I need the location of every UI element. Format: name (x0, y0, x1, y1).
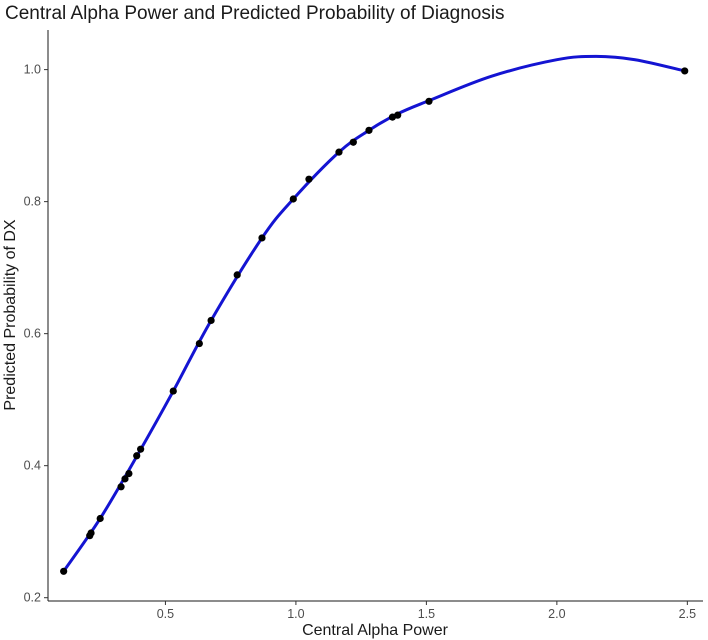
y-tick-label: 0.4 (24, 459, 41, 473)
data-point (169, 387, 177, 395)
y-tick-label: 0.8 (24, 195, 41, 209)
data-point (233, 271, 241, 279)
data-point (207, 316, 215, 325)
chart-title: Central Alpha Power and Predicted Probab… (5, 3, 505, 24)
data-point (394, 111, 402, 119)
data-point (365, 126, 373, 134)
data-point (335, 148, 343, 156)
data-point (349, 138, 357, 146)
data-point (125, 469, 133, 478)
fit-curve (62, 54, 687, 573)
data-point (117, 483, 125, 491)
data-point (305, 175, 313, 183)
y-axis-label: Predicted Probability of DX (2, 219, 19, 411)
x-axis-label: Central Alpha Power (302, 622, 449, 639)
data-point (681, 67, 689, 75)
data-point (96, 514, 104, 523)
data-point (87, 529, 95, 537)
x-tick-label: 0.5 (157, 607, 174, 621)
data-point (121, 475, 129, 483)
data-point (137, 445, 145, 453)
x-ticks: 0.5 1.0 1.5 2.0 2.5 (157, 601, 696, 621)
y-tick-label: 0.2 (24, 591, 41, 605)
data-point (133, 452, 141, 460)
data-points (60, 67, 689, 575)
data-point (60, 567, 68, 575)
y-ticks: 0.2 0.4 0.6 0.8 1.0 (24, 63, 48, 605)
x-tick-label: 1.5 (418, 607, 435, 621)
data-point (195, 339, 203, 348)
x-tick-label: 2.5 (679, 607, 696, 621)
data-point (258, 234, 266, 242)
x-tick-label: 1.0 (287, 607, 304, 621)
y-tick-label: 1.0 (24, 63, 41, 77)
x-tick-label: 2.0 (548, 607, 565, 621)
y-tick-label: 0.6 (24, 327, 41, 341)
data-point (425, 97, 433, 105)
axes (47, 30, 703, 602)
data-point (289, 195, 297, 203)
